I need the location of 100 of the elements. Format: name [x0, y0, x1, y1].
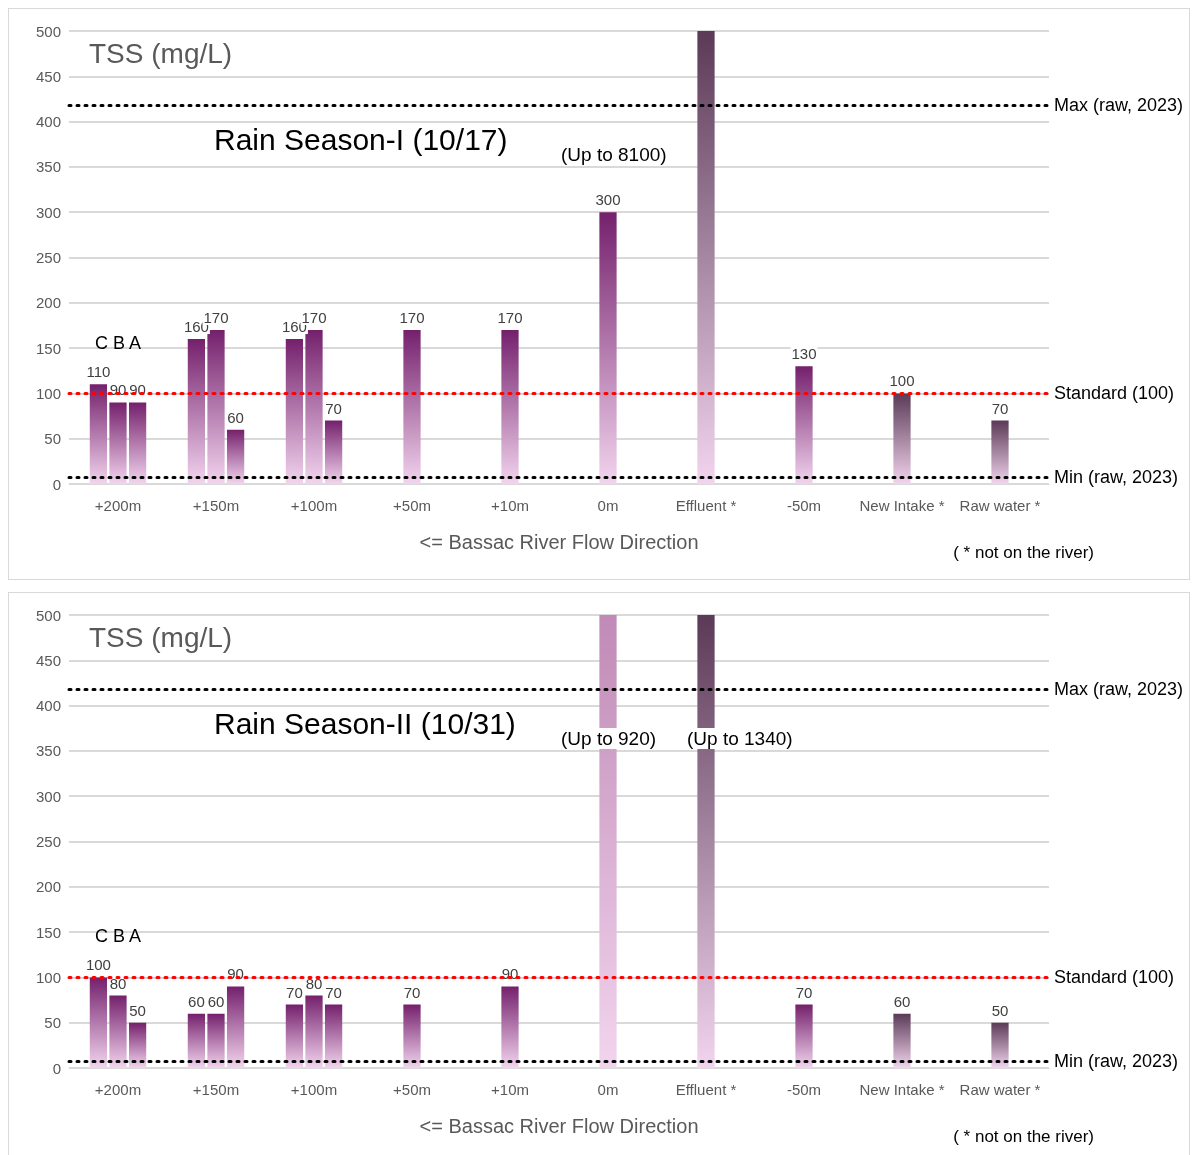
bar — [324, 1004, 343, 1068]
annotation: (Up to 8100) — [561, 144, 667, 165]
ref-line-label: Standard (100) — [1054, 383, 1175, 404]
bar — [187, 339, 206, 484]
bar — [893, 393, 911, 484]
bar — [285, 339, 304, 484]
bar — [403, 1004, 421, 1068]
x-tick-label: 0m — [597, 1081, 619, 1098]
bar — [89, 384, 108, 484]
data-label: 60 — [188, 992, 205, 1010]
bar — [599, 615, 617, 1068]
y-tick-label: 450 — [35, 651, 61, 669]
data-label: 170 — [301, 308, 327, 326]
bar — [226, 429, 245, 484]
x-tick-label: 0m — [597, 497, 619, 514]
y-tick-label: 250 — [35, 833, 61, 850]
data-label: 100 — [889, 372, 915, 390]
data-label: 50 — [991, 1001, 1009, 1019]
annotation: (Up to 1340) — [687, 728, 793, 749]
annotation: C B A — [94, 333, 142, 354]
bar — [324, 420, 343, 484]
y-tick-label: 100 — [35, 384, 61, 402]
x-tick-label: +150m — [192, 1081, 240, 1098]
y-tick-label: 100 — [35, 968, 61, 986]
bar — [89, 977, 108, 1068]
x-tick-label: New Intake * — [859, 497, 945, 514]
data-label: 60 — [207, 992, 225, 1010]
bar — [599, 212, 617, 484]
bar — [187, 1013, 206, 1068]
ref-line-label: Standard (100) — [1054, 967, 1175, 988]
data-label: 170 — [399, 308, 425, 326]
y-tick-label: 200 — [35, 294, 61, 312]
bar — [403, 329, 421, 484]
ref-line-label: Min (raw, 2023) — [1054, 1050, 1179, 1071]
x-tick-label: Raw water * — [959, 497, 1041, 514]
bar — [305, 329, 323, 484]
y-tick-label: 450 — [35, 67, 61, 85]
bar — [795, 1004, 813, 1068]
bar — [207, 1013, 225, 1068]
data-label: 70 — [286, 983, 303, 1001]
data-label: 50 — [129, 1001, 146, 1019]
data-label: 70 — [403, 983, 421, 1001]
x-tick-label: -50m — [786, 1081, 822, 1098]
text: Rain Season-II (10/31) — [214, 706, 516, 740]
data-label: 110 — [86, 363, 111, 381]
bar — [501, 986, 519, 1068]
y-tick-label: 50 — [44, 430, 61, 448]
x-tick-label: +10m — [491, 497, 529, 514]
data-label: 170 — [497, 308, 523, 326]
data-label: 60 — [893, 992, 911, 1010]
data-label: 60 — [227, 408, 244, 426]
data-label: 70 — [991, 399, 1009, 417]
x-tick-label: -50m — [786, 497, 822, 514]
x-tick-label: +50m — [393, 1081, 431, 1098]
x-tick-label: +200m — [94, 1081, 142, 1098]
data-label: 130 — [791, 345, 817, 363]
ref-line-label: Min (raw, 2023) — [1054, 466, 1179, 487]
annotation: C B A — [94, 926, 142, 947]
bar — [991, 420, 1009, 484]
bar — [795, 366, 813, 484]
y-tick-label: 500 — [35, 606, 61, 624]
data-label: 300 — [595, 191, 621, 209]
y-tick-label: 150 — [35, 339, 61, 357]
x-tick-label: +50m — [393, 497, 431, 514]
bar — [128, 402, 147, 484]
bar — [893, 1013, 911, 1068]
ref-line-label: Max (raw, 2023) — [1054, 679, 1184, 700]
y-tick-label: 0 — [52, 475, 61, 493]
x-tick-label: Raw water * — [959, 1081, 1041, 1098]
bar — [109, 995, 127, 1068]
y-tick-label: 50 — [44, 1014, 61, 1032]
x-tick-label: Effluent * — [675, 1081, 737, 1098]
x-tick-label: +100m — [290, 1081, 338, 1098]
data-label: 100 — [85, 956, 111, 974]
data-label: 70 — [325, 399, 342, 417]
text: ( * not on the river) — [953, 1127, 1094, 1146]
bar — [226, 986, 245, 1068]
annotation: (Up to 920) — [561, 728, 657, 749]
y-tick-label: 400 — [35, 113, 61, 131]
data-label: 170 — [203, 308, 229, 326]
y-tick-label: 0 — [52, 1059, 61, 1077]
x-tick-label: New Intake * — [859, 1081, 945, 1098]
x-tick-label: +200m — [94, 497, 142, 514]
data-label: 80 — [109, 974, 127, 992]
bar — [285, 1004, 304, 1068]
y-tick-label: 350 — [35, 742, 61, 760]
data-label: 80 — [305, 974, 323, 992]
text: ( * not on the river) — [953, 543, 1094, 562]
bar — [128, 1022, 147, 1068]
x-axis-title: <= Bassac River Flow Direction — [419, 531, 699, 553]
bar — [109, 402, 127, 484]
y-tick-label: 250 — [35, 249, 61, 266]
x-tick-label: +150m — [192, 497, 240, 514]
y-axis-title: TSS (mg/L) — [89, 37, 233, 69]
y-tick-label: 150 — [35, 923, 61, 941]
bar — [501, 329, 519, 484]
ref-line-label: Max (raw, 2023) — [1054, 95, 1184, 116]
x-tick-label: +10m — [491, 1081, 529, 1098]
y-tick-label: 200 — [35, 878, 61, 896]
text: Rain Season-I (10/17) — [214, 122, 508, 156]
